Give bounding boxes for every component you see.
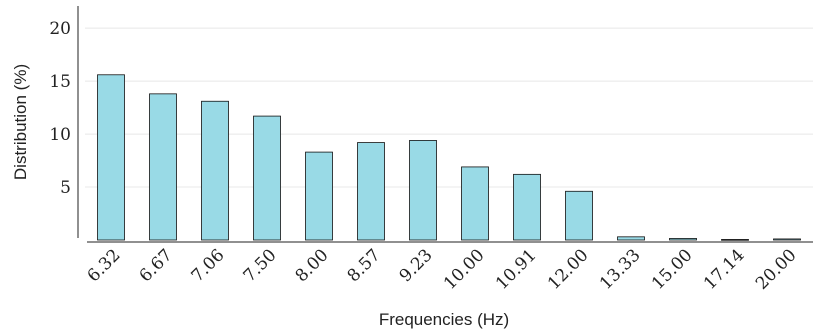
x-tick-label: 7.06 xyxy=(188,245,229,286)
x-tick-label: 13.33 xyxy=(596,245,645,294)
bar xyxy=(201,100,229,241)
x-tick-label: 8.00 xyxy=(292,245,333,286)
y-tick-label: 10 xyxy=(49,125,71,145)
x-tick-label: 12.00 xyxy=(544,245,593,294)
x-tick-label: 17.14 xyxy=(700,245,749,294)
x-tick-label: 20.00 xyxy=(752,245,801,294)
bar xyxy=(669,238,697,241)
bar xyxy=(97,74,125,241)
bar xyxy=(617,236,645,241)
x-tick-label: 8.57 xyxy=(344,245,385,286)
bar xyxy=(253,115,281,241)
y-tick-label: 15 xyxy=(49,72,71,92)
y-tick-label: 20 xyxy=(49,19,71,39)
y-tick-label: 5 xyxy=(60,178,71,198)
x-axis-title: Frequencies (Hz) xyxy=(379,310,509,329)
bar xyxy=(721,239,749,241)
x-tick-label: 7.50 xyxy=(240,245,281,286)
bars xyxy=(97,74,801,241)
bar xyxy=(409,140,437,241)
y-tick-labels: 5 10 15 20 xyxy=(49,19,71,198)
bar xyxy=(513,173,541,241)
bar xyxy=(461,166,489,241)
y-axis-title: Distribution (%) xyxy=(11,64,30,180)
x-tick-label: 9.23 xyxy=(396,245,437,286)
bar xyxy=(565,190,593,241)
bar xyxy=(305,151,333,241)
x-tick-labels: 6.32 6.67 7.06 7.50 8.00 8.57 9.23 10.00 10.91 12… xyxy=(84,245,801,294)
x-tick-label: 6.32 xyxy=(84,245,125,286)
x-tick-label: 15.00 xyxy=(648,245,697,294)
bar xyxy=(149,93,177,241)
x-tick-label: 10.00 xyxy=(440,245,489,294)
x-tick-label: 6.67 xyxy=(136,245,177,286)
x-tick-label: 10.91 xyxy=(492,245,541,294)
bar xyxy=(357,142,385,241)
bar xyxy=(773,238,801,241)
gridlines xyxy=(85,27,813,188)
